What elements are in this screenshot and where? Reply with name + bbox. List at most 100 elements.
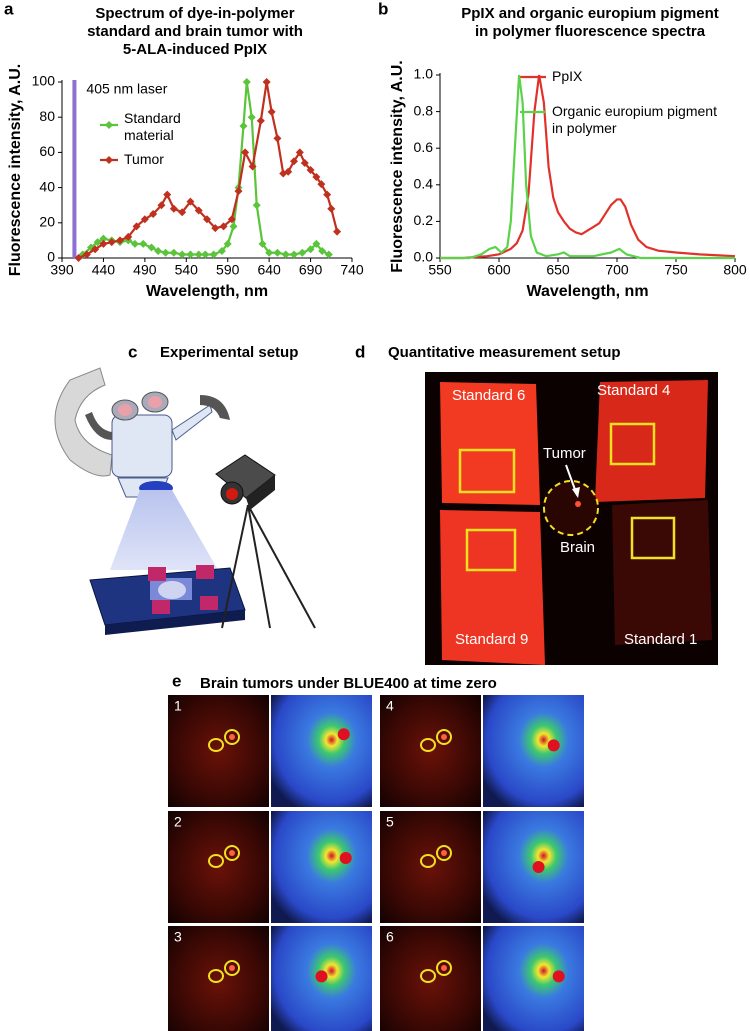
y-tick-label: 60	[39, 143, 55, 159]
tumor-glow	[441, 734, 447, 740]
roi-circle	[436, 729, 452, 745]
y-tick-label: 100	[32, 73, 56, 89]
data-point	[140, 215, 149, 224]
tumor-spot	[547, 739, 560, 752]
image-number: 5	[386, 814, 394, 830]
panel-title: Brain tumors under BLUE400 at time zero	[200, 675, 497, 692]
data-point	[265, 248, 274, 257]
photo-label: Standard 4	[597, 382, 670, 399]
photo-label: Standard 9	[455, 631, 528, 648]
legend-label: Standard material	[124, 110, 181, 143]
tumor-spot	[532, 861, 545, 873]
data-point	[281, 250, 290, 259]
panel-letter: e	[172, 671, 181, 690]
series-line	[82, 81, 330, 256]
heatmap-image	[271, 811, 372, 923]
data-point	[252, 201, 261, 210]
photo-label: Standard 6	[452, 387, 525, 404]
x-tick-label: 390	[50, 262, 74, 278]
laser-line	[72, 80, 77, 258]
roi-circle	[420, 854, 436, 868]
series-line	[440, 74, 735, 260]
roi-circle	[208, 854, 224, 868]
data-point	[124, 232, 133, 241]
data-point	[318, 246, 327, 255]
legend-label: PpIX	[552, 68, 583, 84]
data-point	[327, 204, 336, 213]
x-tick-label: 600	[487, 262, 511, 278]
image-number: 1	[174, 698, 182, 714]
tumor-glow	[229, 965, 235, 971]
data-point	[300, 158, 309, 167]
data-point	[242, 78, 251, 86]
roi-circle	[224, 845, 240, 861]
chart-title: standard and brain tumor with	[87, 23, 303, 40]
data-point	[258, 239, 267, 248]
x-tick-label: 740	[340, 262, 364, 278]
setup-illustration	[54, 367, 316, 635]
data-point	[273, 134, 282, 143]
y-tick-label: 0.8	[414, 102, 434, 118]
data-point	[217, 246, 226, 255]
panel-letter: b	[378, 0, 388, 18]
data-point	[78, 250, 87, 259]
roi-circle	[208, 969, 224, 983]
y-tick-label: 20	[39, 214, 55, 230]
data-point	[248, 162, 257, 171]
data-point	[194, 250, 203, 259]
data-point	[229, 222, 238, 231]
x-tick-label: 440	[92, 262, 116, 278]
roi-circle	[436, 845, 452, 861]
x-tick-label: 550	[428, 262, 452, 278]
heatmap-image	[483, 926, 584, 1031]
data-point	[154, 246, 163, 255]
x-tick-label: 750	[664, 262, 688, 278]
data-point	[306, 166, 315, 174]
image-number: 6	[386, 929, 394, 945]
data-point	[333, 227, 342, 236]
legend-label: Tumor	[124, 151, 164, 167]
data-point	[273, 248, 282, 257]
data-point	[241, 148, 250, 157]
roi-circle	[420, 969, 436, 983]
x-axis-label: Wavelength, nm	[146, 283, 268, 300]
annotation: 405 nm laser	[86, 81, 167, 97]
legend-marker	[105, 156, 113, 164]
data-point	[93, 238, 102, 247]
data-point	[298, 248, 307, 257]
data-point	[256, 116, 265, 125]
x-tick-label: 700	[605, 262, 629, 278]
data-point	[169, 204, 178, 213]
data-point	[262, 78, 271, 86]
data-point	[312, 173, 321, 182]
panel-letter: c	[128, 342, 137, 361]
x-axis-label: Wavelength, nm	[526, 283, 648, 300]
y-tick-label: 40	[39, 178, 55, 194]
photo-label: Tumor	[543, 445, 586, 462]
y-tick-label: 0.2	[414, 212, 434, 228]
x-tick-label: 540	[175, 262, 199, 278]
data-point	[132, 222, 141, 231]
x-tick-label: 640	[257, 262, 281, 278]
tumor-spot	[339, 852, 352, 865]
chart-title: 5-ALA-induced PpIX	[123, 41, 267, 58]
series-line	[78, 81, 339, 260]
data-point	[317, 180, 326, 189]
data-point	[223, 239, 232, 248]
image-number: 2	[174, 814, 182, 830]
data-point	[227, 215, 236, 224]
heatmap-image	[483, 695, 584, 807]
data-point	[234, 187, 243, 196]
x-tick-label: 800	[723, 262, 747, 278]
roi-circle	[208, 738, 224, 752]
data-point	[186, 250, 195, 259]
x-tick-label: 690	[299, 262, 323, 278]
photo-label: Standard 1	[624, 631, 697, 648]
data-point	[209, 250, 218, 259]
tumor-image-grid: 1 2 3 4 5 6	[168, 695, 584, 1031]
fluorescence-image	[380, 926, 481, 1031]
y-tick-label: 0	[47, 249, 55, 265]
tumor-glow	[229, 850, 235, 856]
